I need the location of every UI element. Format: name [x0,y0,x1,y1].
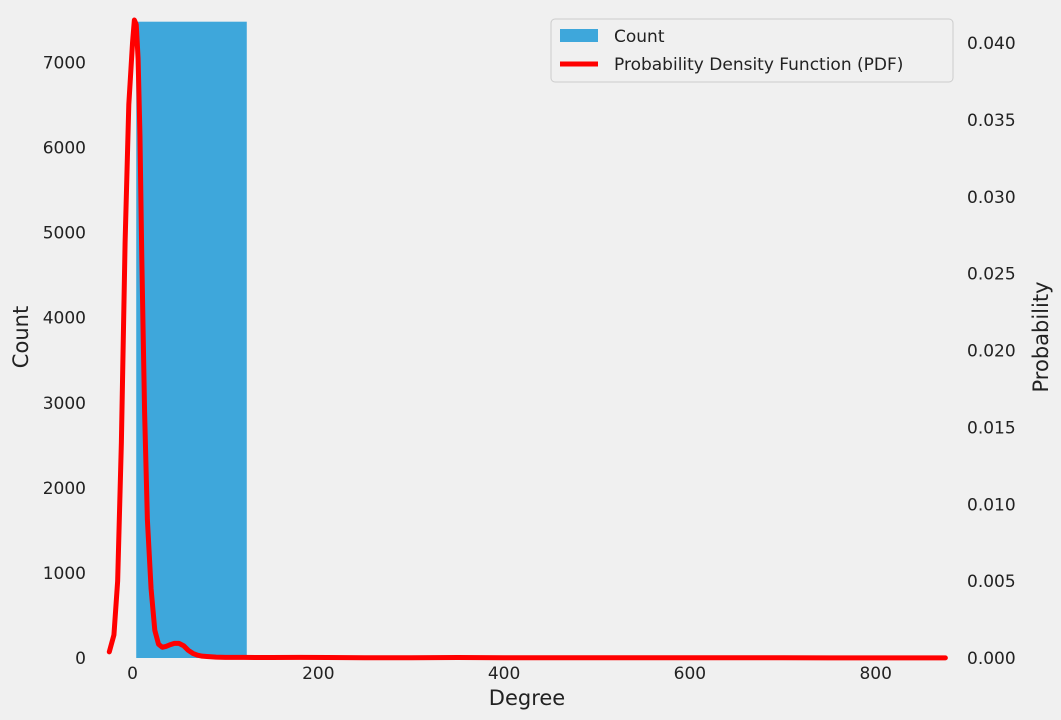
pdf-line [106,17,948,661]
y2-axis-ticks: 0.000 0.005 0.010 0.015 0.020 0.025 0.030 0.035… [967,34,1016,669]
y2-tick-label: 0.035 [967,111,1016,131]
x-axis-label: Degree [489,686,565,710]
histogram-bars [136,21,800,658]
y2-tick-label: 0.000 [967,649,1016,669]
x-tick-label: 600 [674,664,706,684]
legend-label-count: Count [614,27,665,47]
y2-tick-label: 0.040 [967,34,1016,54]
y-tick-label: 7000 [43,54,86,74]
y-tick-label: 4000 [43,309,86,329]
x-tick-label: 0 [127,664,138,684]
y2-tick-label: 0.020 [967,342,1016,362]
y2-tick-label: 0.015 [967,418,1016,438]
y-tick-label: 1000 [43,564,86,584]
y-tick-label: 2000 [43,479,86,499]
y-tick-label: 3000 [43,394,86,414]
legend-label-pdf: Probability Density Function (PDF) [614,55,903,75]
x-tick-label: 400 [488,664,520,684]
y-axis-label: Count [9,306,33,368]
pdf-line-group [106,17,948,661]
y-tick-label: 6000 [43,139,86,159]
histogram-bar-0 [136,21,247,658]
x-tick-label: 200 [302,664,334,684]
legend-swatch-count [560,29,598,42]
y2-tick-label: 0.030 [967,188,1016,208]
y-tick-label: 5000 [43,224,86,244]
y2-tick-label: 0.005 [967,572,1016,592]
x-axis-ticks: 0 200 400 600 800 [127,664,892,684]
legend: Count Probability Density Function (PDF) [550,18,954,83]
y-tick-label: 0 [75,649,86,669]
x-tick-label: 800 [859,664,891,684]
y2-tick-label: 0.025 [967,265,1016,285]
legend-frame [550,18,954,83]
y2-axis-label: Probability [1029,281,1053,392]
y2-tick-label: 0.010 [967,495,1016,515]
y-axis-ticks: 0 1000 2000 3000 4000 5000 6000 7000 [43,54,86,669]
